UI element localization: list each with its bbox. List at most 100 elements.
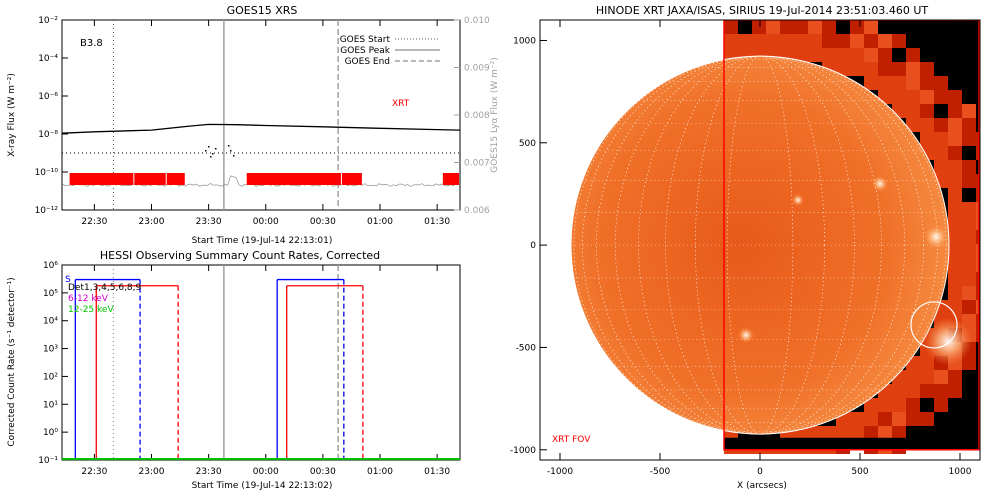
xrt-corona-block	[976, 216, 980, 230]
hessi-title: HESSI Observing Summary Count Rates, Cor…	[100, 249, 380, 262]
xrt-x-tick-label: -1000	[547, 467, 573, 477]
goes-y-tick-label: 10⁻²	[38, 16, 58, 26]
xrt-corona-block	[934, 90, 948, 104]
xrt-corona-block	[864, 398, 878, 412]
xrt-corona-block	[934, 160, 948, 174]
xrt-corona-block	[962, 202, 976, 216]
xrt-corona-block	[906, 398, 920, 412]
xrt-y-tick-label: -500	[516, 343, 537, 353]
xrt-corona-block	[962, 132, 976, 146]
hessi-x-tick-label: 00:30	[310, 467, 336, 477]
goes-y-tick-label: 10⁻¹⁰	[35, 168, 59, 178]
goes-xrt-series-line	[62, 123, 460, 134]
hessi-y-tick-label: 10⁶	[43, 261, 58, 271]
xrt-corona-block	[948, 230, 962, 244]
xrt-longitude-line	[614, 55, 906, 435]
xrt-corona-block	[850, 62, 864, 76]
hessi-y-tick-label: 10¹	[43, 400, 58, 410]
xrt-corona-block	[878, 398, 892, 412]
xrt-corona-block	[808, 426, 822, 440]
xrt-corona-block	[836, 426, 850, 440]
xrt-corona-block	[976, 272, 980, 286]
xrt-corona-block	[738, 34, 752, 48]
xrt-corona-block	[920, 90, 934, 104]
xrt-corona-block	[878, 34, 892, 48]
xrt-corona-block	[864, 412, 878, 426]
xrt-corona-block	[864, 20, 878, 34]
xrt-corona-block	[948, 258, 962, 272]
xrt-corona-block	[906, 104, 920, 118]
xrt-corona-block	[724, 20, 738, 34]
xrt-corona-block	[976, 230, 980, 244]
xrt-solar-limb	[570, 55, 950, 435]
xrt-corona-block	[948, 202, 962, 216]
xrt-corona-block	[878, 412, 892, 426]
xrt-corona-block	[948, 216, 962, 230]
xrt-corona-block	[976, 328, 980, 342]
xrt-longitude-line	[582, 55, 938, 435]
xrt-fov-label: XRT FOV	[552, 435, 591, 445]
xrt-longitude-line	[638, 55, 882, 435]
goes-scatter-point	[212, 153, 214, 155]
goes-scatter-point	[208, 146, 210, 148]
xrt-bright-region	[924, 317, 972, 366]
xrt-corona-block	[934, 146, 948, 160]
goes-scatter-point	[233, 155, 235, 157]
xrt-corona-block	[878, 48, 892, 62]
xrt-corona-block	[878, 426, 892, 440]
xrt-ticks: -1000 -500 0 500 1000 1000 500 0 -500 -1000	[510, 20, 972, 477]
goes-y2-tick-label: 0.007	[464, 159, 490, 169]
xrt-corona-block	[962, 286, 976, 300]
goes-y2-tick-label: 0.010	[464, 16, 490, 26]
xrt-corona-block	[850, 426, 864, 440]
xrt-corona-block	[948, 174, 962, 188]
hessi-x-tick-label: 01:30	[424, 467, 450, 477]
xrt-corona-block	[962, 230, 976, 244]
hessi-y-tick-label: 10⁴	[43, 317, 58, 327]
goes-observation-bar	[442, 173, 459, 185]
goes-data	[62, 20, 460, 210]
goes-x-tick-label: 01:00	[367, 217, 393, 227]
xrt-corona-block	[780, 34, 794, 48]
xrt-corona-block	[906, 118, 920, 132]
xrt-corona-block	[892, 384, 906, 398]
hessi-y-tick-label: 10⁻¹	[38, 456, 58, 466]
xrt-corona-block	[976, 202, 980, 216]
xrt-corona-block	[892, 62, 906, 76]
goes-x-tick-label: 00:00	[253, 217, 279, 227]
xrt-corona-block	[934, 132, 948, 146]
xrt-panel: HINODE XRT JAXA/ISAS, SIRIUS 19-Jul-2014…	[510, 4, 981, 491]
xrt-corona-block	[920, 76, 934, 90]
goes-lyman-alpha-trace	[62, 175, 460, 187]
xrt-title: HINODE XRT JAXA/ISAS, SIRIUS 19-Jul-2014…	[596, 4, 929, 17]
xrt-flare-location-circle	[910, 301, 958, 349]
xrt-corona-block	[808, 20, 822, 34]
xrt-corona-block	[822, 20, 836, 34]
xrt-corona-block	[948, 244, 962, 258]
xrt-corona-block	[934, 76, 948, 90]
legend-6-12kev: 6-12 keV	[68, 294, 109, 304]
xrt-corona-block	[906, 384, 920, 398]
xrt-corona-block	[752, 34, 766, 48]
xrt-corona-block	[934, 384, 948, 398]
goes-ylabel: X-ray Flux (W m⁻²)	[7, 73, 17, 157]
xrt-corona-block	[976, 146, 980, 160]
xrt-corona-block	[920, 356, 934, 370]
xrt-corona-block	[976, 314, 980, 328]
xrt-corona-block	[962, 216, 976, 230]
xrt-corona-block	[836, 34, 850, 48]
legend-goes-end: GOES End	[345, 57, 390, 67]
xrt-corona-block	[878, 76, 892, 90]
xrt-corona-block	[948, 132, 962, 146]
xrt-corona-block	[976, 244, 980, 258]
xrt-corona-block	[766, 20, 780, 34]
xrt-corona-block	[822, 34, 836, 48]
xrt-corona-block	[948, 370, 962, 384]
xrt-corona-block	[794, 20, 808, 34]
xrt-corona-block	[766, 34, 780, 48]
legend-12-25kev: 12-25 keV	[68, 305, 114, 315]
xrt-bright-region	[738, 327, 754, 344]
xrt-corona-block	[962, 160, 976, 174]
xrt-bright-region	[924, 224, 948, 249]
